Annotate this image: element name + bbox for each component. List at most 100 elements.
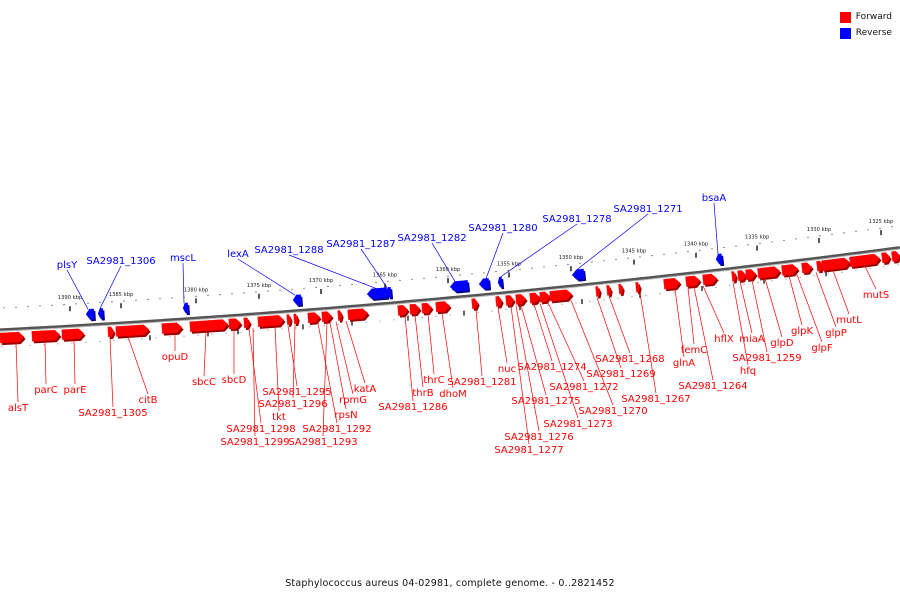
scale-dot [411, 278, 413, 280]
gene-label-sbcc: sbcC [192, 377, 216, 388]
gene-label-sa2981-1259: SA2981_1259 [732, 353, 801, 364]
scale-dot [51, 304, 53, 306]
scale-dot [819, 235, 821, 237]
scale-dot [63, 304, 65, 306]
gene-label-sa2981-1273: SA2981_1273 [543, 419, 612, 430]
label-leader [441, 312, 454, 389]
scale-dot [807, 236, 809, 238]
scale-label: 1340 kbp [684, 242, 709, 248]
forward-gene [107, 326, 116, 340]
lower-dot [197, 334, 199, 336]
scale-label: 1375 kbp [247, 283, 272, 289]
lower-dot [379, 320, 381, 322]
label-leader [739, 281, 753, 334]
label-leader [427, 313, 435, 375]
scale-dot [471, 273, 473, 275]
reverse-gene [478, 278, 492, 291]
scale-label: 1345 kbp [622, 249, 647, 255]
lower-dot [757, 282, 759, 283]
forward-gene [228, 318, 243, 332]
lower-dot [869, 268, 871, 270]
scale-label: 1365 kbp [373, 273, 398, 279]
lower-dot [561, 303, 563, 305]
forward-gene [31, 329, 62, 344]
gene-label-sa2981-1299: SA2981_1299 [220, 437, 289, 448]
gene-label-hflx: hflX [714, 334, 734, 345]
label-leader [329, 322, 347, 410]
gene-label-sa2981-1280: SA2981_1280 [468, 223, 537, 234]
label-leader [796, 274, 823, 343]
label-leader [547, 302, 585, 382]
gene-label-sa2981-1296: SA2981_1296 [258, 399, 327, 410]
gene-label-tkt: tkt [272, 412, 286, 423]
lower-dot [883, 266, 885, 268]
gene-label-sa2981-1275: SA2981_1275 [511, 396, 580, 407]
scale-dot [195, 295, 197, 297]
scale-dot [15, 306, 17, 308]
label-leader [485, 232, 504, 279]
forward-gene [606, 285, 613, 298]
scale-dot [267, 290, 269, 292]
forward-gene [737, 270, 748, 283]
scale-dot [507, 269, 509, 272]
forward-gene [549, 289, 574, 304]
label-leader [203, 331, 207, 377]
scale-dot [579, 262, 581, 264]
gene-label-sa2981-1272: SA2981_1272 [549, 382, 618, 393]
lower-dot [85, 341, 87, 343]
lower-dot [127, 339, 129, 341]
lower-dot [855, 269, 857, 271]
scale-dot [555, 265, 557, 267]
label-leader [127, 336, 149, 395]
label-leader [576, 213, 649, 270]
forward-gene [321, 311, 334, 324]
scale-dot [663, 253, 665, 255]
scale-dot [351, 283, 353, 286]
forward-gene [618, 283, 625, 297]
label-leader [533, 303, 553, 362]
scale-dot [495, 271, 497, 273]
label-leader [497, 307, 508, 364]
scale-dot [3, 307, 5, 309]
lower-dot [71, 342, 73, 344]
lower-dot [309, 326, 311, 328]
scale-dot [531, 267, 533, 269]
gene-label-alst: alsT [8, 403, 29, 414]
lower-dot [897, 264, 899, 266]
forward-gene [189, 319, 230, 334]
lower-dot [113, 340, 115, 342]
reverse-swatch [839, 27, 851, 39]
forward-gene [61, 328, 86, 342]
gene-label-sa2981-1293: SA2981_1293 [288, 437, 357, 448]
scale-dot [255, 291, 257, 293]
lower-dot [575, 302, 577, 304]
gene-label-sa2981-1274: SA2981_1274 [517, 362, 586, 373]
label-leader [515, 305, 540, 432]
reverse-gene [449, 280, 471, 294]
forward-gene [685, 275, 702, 289]
scale-dot [387, 280, 389, 282]
forward-gene [421, 302, 434, 316]
reverse-gene [366, 287, 390, 301]
gene-label-muts: mutS [863, 290, 889, 301]
scale-dot [591, 261, 593, 263]
reverse-gene [182, 302, 190, 316]
scale-dot [483, 272, 485, 274]
lower-dot [253, 330, 255, 332]
scale-dot [639, 256, 641, 258]
forward-swatch [839, 11, 851, 23]
gene-label-sa2981-1295: SA2981_1295 [262, 387, 331, 398]
label-leader [109, 337, 114, 408]
label-leader [360, 248, 388, 288]
forward-gene [849, 253, 882, 270]
label-leader [499, 223, 578, 278]
legend: Forward Reverse [839, 9, 892, 41]
lower-dot [813, 275, 815, 277]
label-leader [292, 325, 296, 399]
scale-dot [87, 302, 89, 304]
gene-label-nuc: nuc [498, 364, 516, 375]
label-leader [864, 266, 877, 290]
gene-label-citb: citB [138, 395, 157, 406]
scale-dot [831, 233, 833, 235]
gene-label-sa2981-1286: SA2981_1286 [378, 402, 447, 413]
